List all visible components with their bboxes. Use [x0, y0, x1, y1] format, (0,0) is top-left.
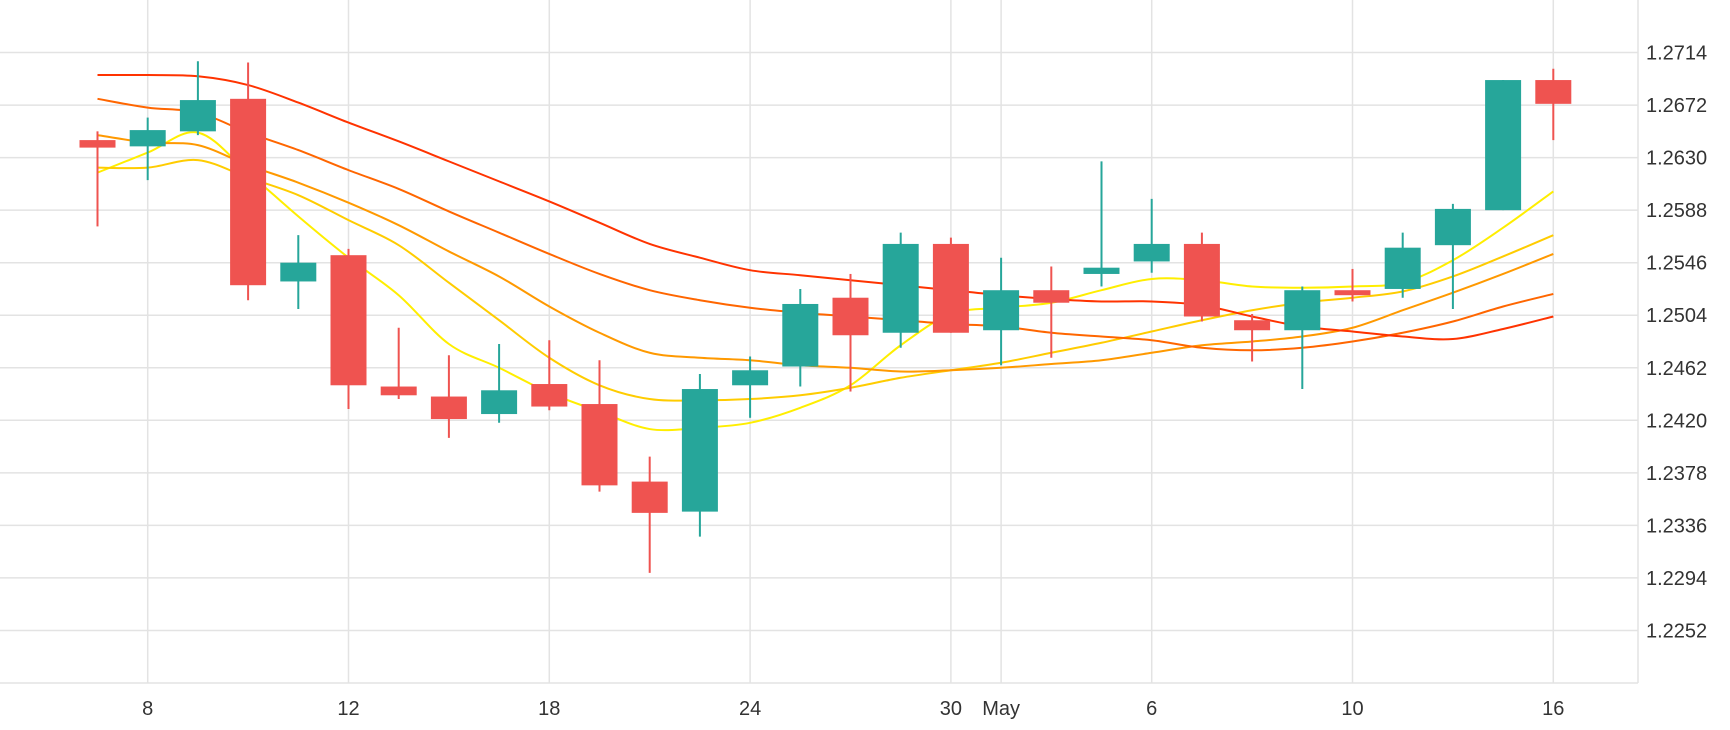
candle-body — [280, 262, 317, 282]
candle — [1384, 232, 1421, 298]
x-tick-label: 16 — [1542, 698, 1564, 720]
candle — [129, 117, 166, 181]
candle — [932, 237, 969, 333]
candle-body — [932, 243, 969, 333]
y-tick-label: 1.2588 — [1646, 200, 1707, 222]
candle — [631, 456, 668, 573]
candle-body — [1183, 243, 1220, 317]
y-tick-label: 1.2714 — [1646, 43, 1707, 65]
candle — [1334, 268, 1371, 302]
candle-body — [380, 386, 417, 396]
candle — [330, 248, 367, 410]
candle-body — [531, 384, 568, 407]
candle — [280, 235, 317, 309]
y-tick-label: 1.2630 — [1646, 148, 1707, 170]
y-tick-label: 1.2378 — [1646, 463, 1707, 485]
candle-body — [1133, 243, 1170, 262]
candle-body — [732, 370, 769, 386]
candle-body — [1384, 247, 1421, 289]
candle — [1284, 286, 1321, 390]
candle — [732, 356, 769, 418]
axes: 1.2714 1.2672 1.2630 1.2588 1.2546 1.2504 1.24… — [142, 43, 1707, 720]
candles — [79, 61, 1572, 573]
x-tick-label: 24 — [739, 698, 761, 720]
y-tick-label: 1.2336 — [1646, 515, 1707, 537]
candle-body — [631, 481, 668, 513]
y-tick-label: 1.2546 — [1646, 253, 1707, 275]
x-tick-label: May — [982, 698, 1020, 720]
candle — [882, 232, 919, 348]
moving-average-line-4 — [97, 97, 1554, 352]
candle — [531, 340, 568, 411]
candle-body — [581, 404, 618, 486]
x-tick-label: 10 — [1341, 698, 1363, 720]
moving-average-line-3 — [97, 134, 1554, 373]
candle-body — [481, 390, 518, 415]
candle — [1434, 203, 1471, 309]
candle-body — [1535, 80, 1572, 104]
candle — [230, 62, 267, 301]
y-tick-label: 1.2252 — [1646, 620, 1707, 642]
candle — [1183, 232, 1220, 322]
candle-body — [1284, 290, 1321, 331]
grid — [0, 0, 1639, 684]
candle — [1033, 266, 1070, 358]
x-tick-label: 30 — [940, 698, 962, 720]
x-tick-label: 6 — [1146, 698, 1157, 720]
candle — [832, 273, 869, 392]
candle-body — [1234, 320, 1271, 331]
y-tick-label: 1.2420 — [1646, 410, 1707, 432]
candle-body — [129, 130, 166, 147]
y-tick-label: 1.2462 — [1646, 358, 1707, 380]
candle-body — [681, 389, 718, 512]
candle — [1485, 80, 1522, 211]
candle-body — [882, 243, 919, 333]
candle-body — [1033, 290, 1070, 303]
candle — [79, 131, 116, 227]
x-tick-label: 8 — [142, 698, 153, 720]
candle — [983, 257, 1020, 366]
candle — [481, 344, 518, 423]
candle-body — [1083, 267, 1120, 274]
candle-body — [330, 255, 367, 386]
candle-body — [1485, 80, 1522, 211]
candle — [1535, 68, 1572, 141]
candle-body — [782, 303, 819, 367]
candle-body — [1334, 290, 1371, 296]
candle-body — [179, 100, 216, 132]
candle — [681, 374, 718, 537]
y-tick-label: 1.2504 — [1646, 305, 1707, 327]
candle-body — [983, 290, 1020, 331]
candle — [1234, 313, 1271, 362]
candle-body — [79, 140, 116, 148]
y-tick-label: 1.2672 — [1646, 95, 1707, 117]
candle — [782, 288, 819, 387]
moving-averages — [97, 73, 1554, 432]
y-tick-label: 1.2294 — [1646, 568, 1707, 590]
x-tick-label: 18 — [538, 698, 560, 720]
candle-body — [832, 297, 869, 336]
candle — [179, 61, 216, 136]
candle — [581, 360, 618, 492]
candle-body — [430, 396, 467, 420]
x-tick-label: 12 — [337, 698, 359, 720]
candle-body — [1434, 208, 1471, 246]
candle-body — [230, 98, 267, 286]
candle — [430, 355, 467, 438]
candle — [1133, 198, 1170, 273]
candle — [380, 327, 417, 400]
candle — [1083, 161, 1120, 287]
